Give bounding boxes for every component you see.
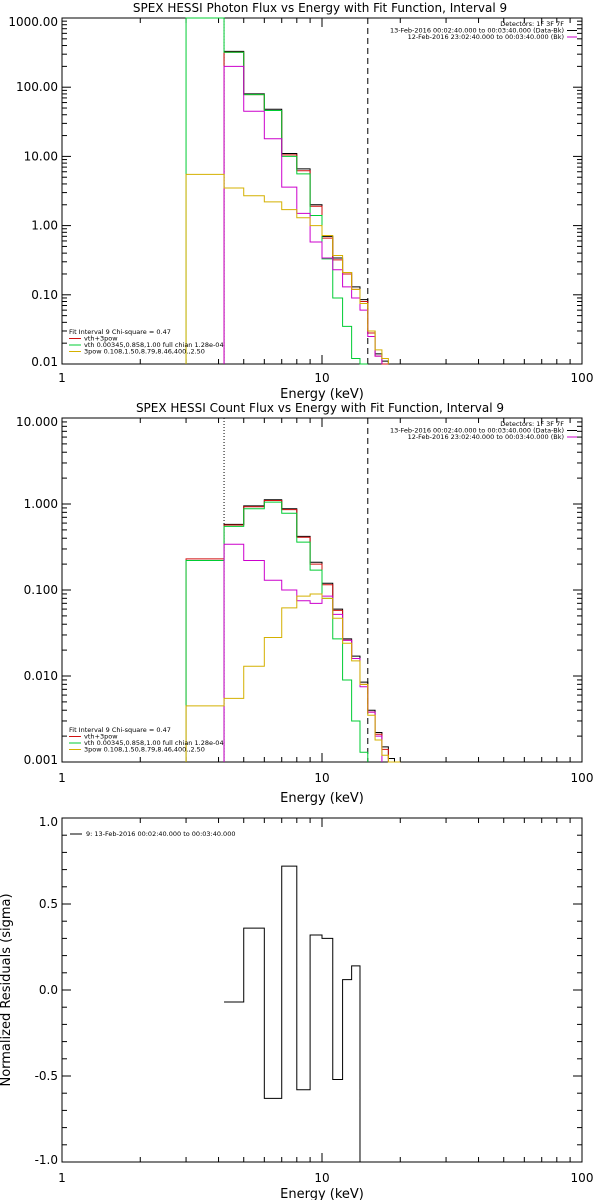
count-chart-title: SPEX HESSI Count Flux vs Energy with Fit… [136,401,504,415]
series-green-line [185,501,369,762]
count-y-tick-labels: 0.001 0.010 0.100 1.000 10.000 [16,415,58,767]
y-tick-label: 0.01 [31,355,58,369]
residuals-series [224,865,361,1162]
series-black-line [223,50,389,364]
photon-chart-title: SPEX HESSI Photon Flux vs Energy with Fi… [133,1,507,15]
residuals-xtick-10: 10 [314,1171,329,1185]
fit-legend-text: vth+3pow [84,733,118,741]
header-legend-text: Detectors: 1F 3F 7F [500,20,564,28]
residuals-y-axis-label: Normalized Residuals (sigma) [0,893,14,1086]
photon-plot-frame [61,17,583,365]
y-tick-label: 1000.00 [8,15,58,29]
count-axis-ticks [61,418,582,763]
photon-axis-ticks [61,18,582,365]
series-red-line [223,51,389,365]
y-tick-label: 10.000 [16,415,58,429]
y-tick-label: 0.001 [24,753,58,767]
fit-legend-text: vth 0.00345,0.858,1.00 full chian 1.28e-… [84,739,224,747]
photon-xtick-1: 1 [58,371,66,385]
residuals-x-axis-label: Energy (keV) [280,1187,364,1200]
count-series [185,499,401,763]
fit-legend-text: vth 0.00345,0.858,1.00 full chian 1.28e-… [84,341,224,349]
header-legend-text: 12-Feb-2016 23:02:40.000 to 00:03:40.000… [408,33,564,41]
count-x-axis-label: Energy (keV) [280,791,364,806]
y-tick-label: -1.0 [35,1153,58,1167]
fit-legend-heading: Fit Interval 9 Chi-square = 0.47 [69,328,171,336]
photon-xtick-10: 10 [314,371,329,385]
fit-legend-text: vth+3pow [84,335,118,343]
photon-y-tick-labels: 0.01 0.10 1.00 10.00 100.00 1000.00 [8,15,58,369]
count-xtick-10: 10 [314,771,329,785]
series-yellow-line [185,593,401,763]
residuals-axis-ticks [61,817,582,1163]
y-tick-label: 1.000 [24,497,58,511]
series-magenta-line [223,65,383,364]
y-tick-label: -0.5 [35,1069,58,1083]
y-tick-label: 0.0 [39,983,58,997]
residuals-xtick-1: 1 [58,1171,66,1185]
fit-legend-text: 3pow 0.108,1.50,8.79,8.46,400.,2.50 [84,348,205,356]
count-fit-legend: Fit Interval 9 Chi-square = 0.47vth+3pow… [69,726,224,754]
count-xtick-100: 100 [571,771,594,785]
y-tick-label: 1.0 [39,815,58,829]
photon-x-axis-label: Energy (keV) [280,387,364,402]
photon-flux-panel: SPEX HESSI Photon Flux vs Energy with Fi… [8,1,593,402]
fit-legend-heading: Fit Interval 9 Chi-square = 0.47 [69,726,171,734]
residuals-y-tick-labels: -1.0 -0.5 0.0 0.5 1.0 [35,815,58,1167]
y-tick-label: 10.00 [24,149,58,163]
residuals-legend: 9: 13-Feb-2016 00:02:40.000 to 00:03:40.… [70,830,235,838]
photon-fit-legend: Fit Interval 9 Chi-square = 0.47vth+3pow… [69,328,224,356]
fit-legend-text: 3pow 0.108,1.50,8.79,8.46,400.,2.50 [84,746,205,754]
series-red-line [185,499,395,763]
y-tick-label: 0.10 [31,288,58,302]
series-yellow-line [185,173,389,364]
photon-series [185,17,389,365]
y-tick-label: 100.00 [16,80,58,94]
residuals-panel: 1 10 100 Energy (keV) Normalized Residua… [0,815,593,1200]
count-xtick-1: 1 [58,771,66,785]
count-flux-panel: SPEX HESSI Count Flux vs Energy with Fit… [16,401,593,806]
y-tick-label: 0.010 [24,669,58,683]
series-magenta-line [223,543,383,762]
header-legend-text: 12-Feb-2016 23:02:40.000 to 00:03:40.000… [408,433,564,441]
photon-xtick-100: 100 [571,371,594,385]
photon-marker-lines [223,18,369,364]
y-tick-label: 0.100 [24,583,58,597]
header-legend-text: 13-Feb-2016 00:02:40.000 to 00:03:40.000… [390,27,564,35]
header-legend-text: 13-Feb-2016 00:02:40.000 to 00:03:40.000… [390,427,564,435]
header-legend-text: Detectors: 1F 3F 7F [500,420,564,428]
y-tick-label: 1.00 [31,219,58,233]
residual-legend-text: 9: 13-Feb-2016 00:02:40.000 to 00:03:40.… [86,830,235,838]
series-green-line [185,17,368,365]
series-black-line [224,865,361,1162]
series-black-line [223,499,395,762]
residuals-xtick-100: 100 [571,1171,594,1185]
y-tick-label: 0.5 [39,897,58,911]
residuals-plot-frame [61,817,583,1163]
